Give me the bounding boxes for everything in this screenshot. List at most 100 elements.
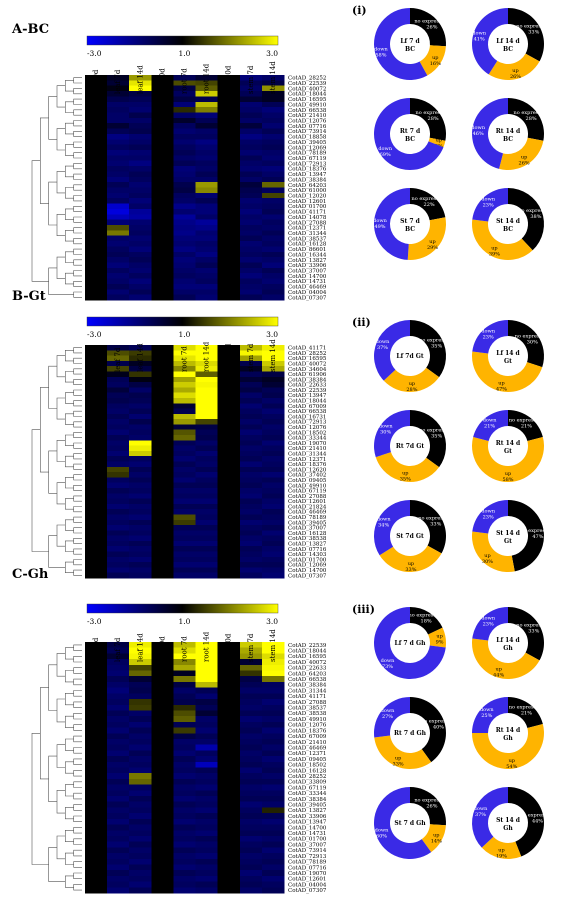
- heatmap-cell: [195, 567, 218, 574]
- heatmap-cell: [239, 214, 263, 220]
- heatmap-cell: [261, 716, 285, 723]
- heatmap-cell: [173, 160, 196, 167]
- dendrogram-branch: [65, 519, 74, 531]
- heatmap-cell: [85, 642, 108, 648]
- dendrogram-branch: [56, 440, 66, 462]
- heatmap-cell: [151, 408, 174, 415]
- heatmap-cell: [151, 294, 174, 301]
- gene-label: CotAD_21410: [288, 113, 327, 119]
- heatmap-cell: [129, 875, 152, 882]
- heatmap-cell: [85, 525, 108, 531]
- donut-center-label: Lf 14 d: [496, 38, 520, 45]
- heatmap-cell: [239, 535, 263, 542]
- heatmap-cell: [173, 796, 196, 803]
- heatmap-cell: [173, 875, 196, 882]
- heatmap-cell: [195, 235, 218, 242]
- gene-label: CotAD_31344: [288, 688, 327, 694]
- heatmap-cell: [107, 133, 130, 140]
- donut-slice-percent: 33%: [528, 30, 539, 36]
- heatmap-cell: [217, 225, 241, 231]
- gene-label: CotAD_41171: [288, 346, 326, 352]
- heatmap-cell: [239, 664, 263, 671]
- gene-label: CotAD_61000: [288, 188, 327, 194]
- heatmap-cell: [85, 445, 108, 452]
- heatmap-cell: [173, 75, 196, 81]
- column-label: leaf 14d: [136, 633, 144, 662]
- heatmap-cell: [129, 419, 152, 425]
- donut-slice-no-expression: [508, 320, 545, 368]
- heatmap-cell: [107, 456, 130, 462]
- heatmap-cell: [173, 841, 196, 848]
- heatmap-cell: [107, 858, 130, 865]
- donut-slice-percent: 54%: [506, 764, 517, 770]
- heatmap-cell: [151, 445, 174, 452]
- heatmap-cell: [217, 858, 241, 865]
- heatmap-cell: [173, 847, 196, 854]
- heatmap-cell: [151, 756, 174, 763]
- heatmap-cell: [151, 203, 174, 210]
- heatmap-cell: [129, 482, 152, 489]
- heatmap-cell: [239, 219, 263, 226]
- heatmap-cell: [217, 761, 241, 768]
- heatmap-cell: [85, 187, 108, 194]
- heatmap-cell: [239, 392, 263, 399]
- donut-slice-percent: 35%: [431, 433, 442, 439]
- heatmap-cell: [85, 681, 108, 688]
- heatmap-cell: [151, 440, 174, 446]
- heatmap-cell: [107, 144, 130, 151]
- heatmap-cell: [85, 847, 108, 854]
- heatmap-cell: [239, 461, 263, 468]
- heatmap-cell: [173, 176, 196, 183]
- heatmap-cell: [107, 139, 130, 145]
- heatmap-cell: [195, 112, 218, 119]
- heatmap-cell: [129, 562, 152, 568]
- heatmap-cell: [239, 721, 263, 728]
- gene-label: CotAD_33906: [288, 814, 327, 820]
- heatmap-cell: [107, 289, 130, 295]
- column-label: stem 0d: [225, 633, 233, 662]
- donut-slice-up: [428, 137, 446, 148]
- heatmap-cell: [195, 413, 218, 420]
- heatmap-cell: [261, 853, 285, 860]
- heatmap-cell: [173, 572, 196, 579]
- heatmap-cell: [195, 150, 218, 156]
- heatmap-cell: [85, 503, 108, 510]
- heatmap-cell: [195, 419, 218, 425]
- dendrogram-branch: [73, 216, 82, 223]
- heatmap-cell: [107, 403, 130, 409]
- heatmap-cell: [85, 796, 108, 803]
- heatmap-cell: [261, 413, 285, 420]
- dendrogram-branch: [73, 506, 82, 513]
- gene-label: CotAD_09405: [288, 757, 327, 763]
- dendrogram-branch: [65, 350, 74, 362]
- heatmap-cell: [261, 870, 285, 877]
- heatmap-cell: [261, 171, 285, 178]
- heatmap-cell: [195, 225, 218, 231]
- column-label: stem 7d: [247, 343, 255, 372]
- heatmap-cell: [151, 716, 174, 723]
- heatmap-cell: [239, 519, 263, 526]
- heatmap-cell: [129, 704, 152, 711]
- donut-slice-down: [472, 697, 508, 733]
- donut-slice-percent: 19%: [496, 853, 507, 859]
- gene-label: CotAD_38538: [288, 536, 327, 542]
- heatmap-cell: [173, 767, 196, 774]
- heatmap-cell: [217, 738, 241, 745]
- heatmap-cell: [195, 503, 218, 510]
- donut-slice-label: down: [483, 417, 497, 423]
- heatmap-cell: [195, 208, 218, 215]
- heatmap-cell: [173, 198, 196, 204]
- donut-slice-up: [407, 217, 446, 261]
- heatmap-cell: [195, 704, 218, 711]
- gene-label: CotAD_12371: [288, 751, 326, 757]
- heatmap-cell: [151, 101, 174, 108]
- heatmap-cell: [151, 525, 174, 531]
- heatmap-cell: [85, 424, 108, 431]
- heatmap-cell: [151, 424, 174, 431]
- heatmap-cell: [151, 251, 174, 258]
- heatmap-cell: [107, 498, 130, 505]
- heatmap-cell: [173, 477, 196, 483]
- donut-slice-label: no expression: [419, 427, 455, 433]
- heatmap-cell: [107, 294, 130, 301]
